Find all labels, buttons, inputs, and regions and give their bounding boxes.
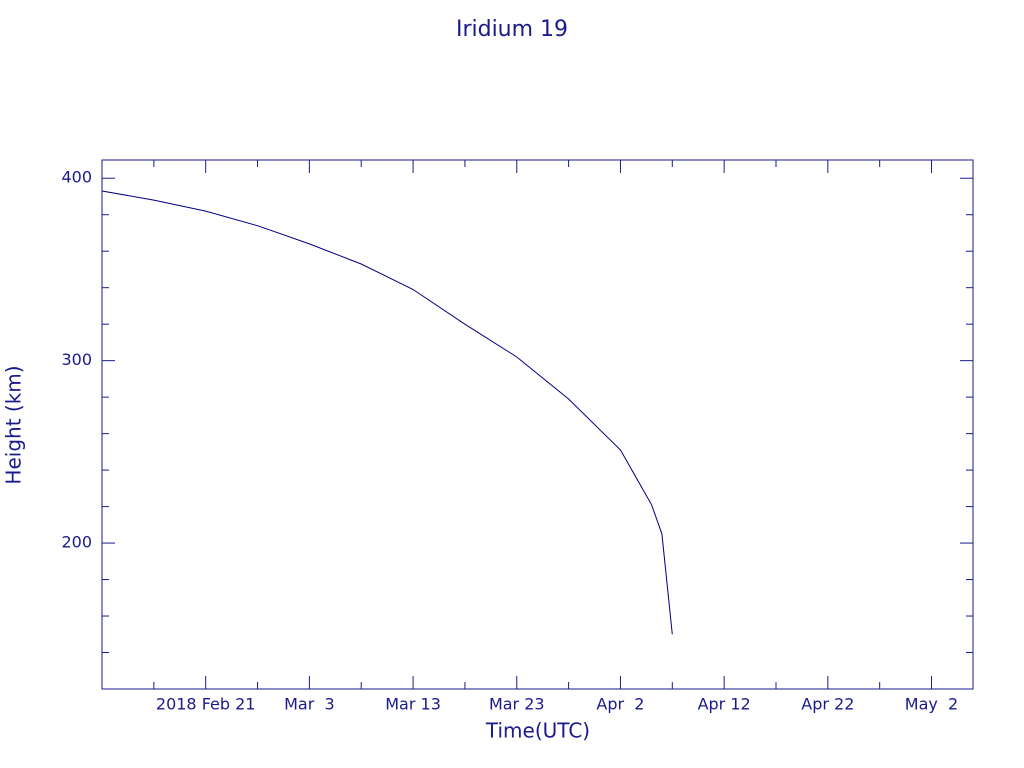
x-tick-label: 2018 Feb 21 [156, 695, 256, 714]
x-tick-label: May 2 [905, 695, 958, 714]
chart-title: Iridium 19 [456, 17, 568, 42]
plot-frame [101, 159, 974, 690]
y-tick-label: 400 [61, 168, 92, 187]
x-tick-label: Mar 3 [284, 695, 335, 714]
x-tick-label: Mar 13 [385, 695, 441, 714]
y-axis-label: Height (km) [2, 365, 26, 484]
x-axis-label: Time(UTC) [485, 719, 590, 743]
x-tick-label: Apr 2 [596, 695, 644, 714]
x-tick-label: Apr 12 [698, 695, 751, 714]
x-tick-label: Mar 23 [489, 695, 545, 714]
y-tick-label: 300 [61, 350, 92, 369]
y-tick-label: 200 [61, 533, 92, 552]
x-tick-label: Apr 22 [801, 695, 854, 714]
data-line [101, 190, 673, 635]
